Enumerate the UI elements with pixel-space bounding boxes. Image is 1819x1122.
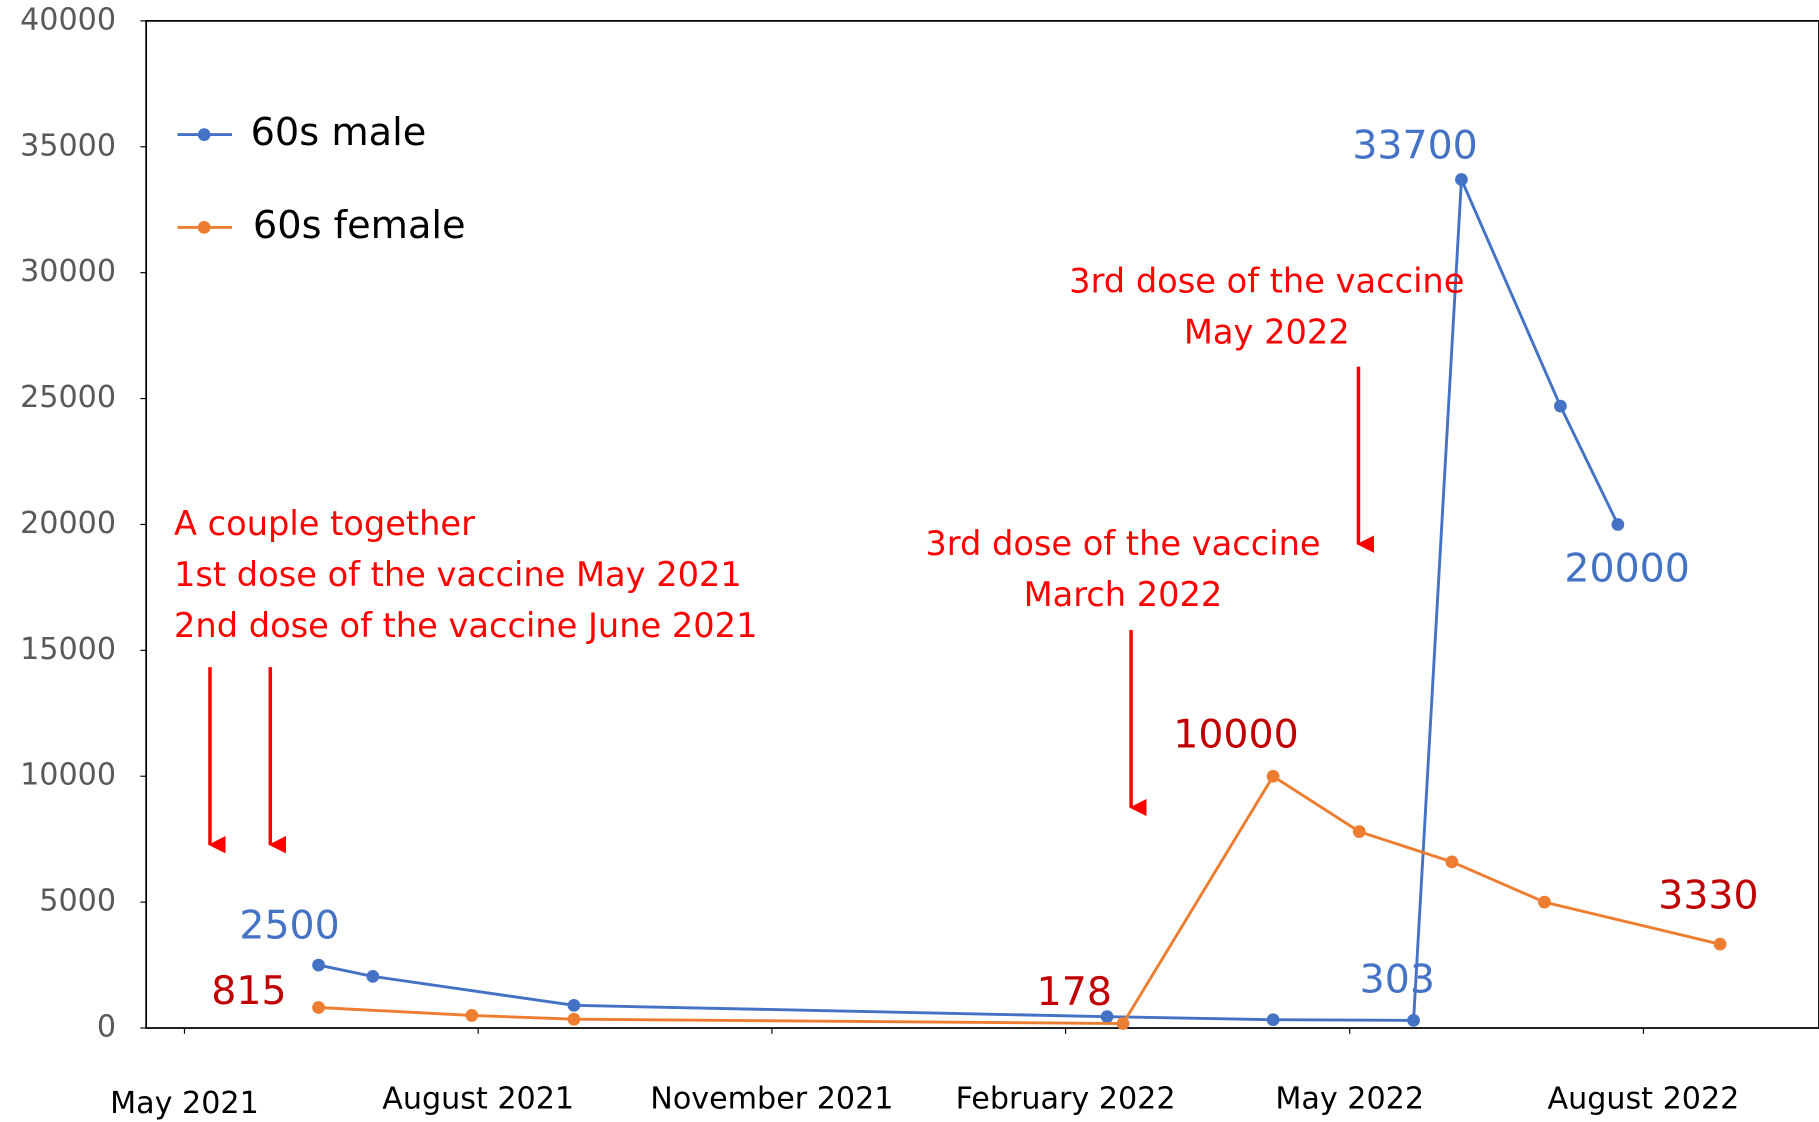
data-point [1352, 825, 1366, 839]
y-tick-label: 20000 [20, 506, 116, 541]
annotation: 2nd dose of the vaccine June 2021 [174, 606, 757, 645]
data-point [1266, 769, 1280, 783]
data-point [567, 1012, 581, 1026]
annotation: 3rd dose of the vaccine [1069, 262, 1464, 301]
annotation: A couple together [174, 504, 475, 543]
data-point [1445, 855, 1459, 869]
data-label: 3330 [1658, 872, 1758, 918]
x-tick-label: February 2022 [956, 1081, 1176, 1116]
data-point [1611, 518, 1625, 531]
data-label: 178 [1037, 969, 1112, 1015]
data-point [366, 970, 380, 983]
y-tick-label: 40000 [20, 2, 116, 37]
series-line [318, 774, 1721, 1025]
y-tick-label: 30000 [20, 254, 116, 289]
legend-marker [197, 221, 211, 234]
annotation: May 2022 [1184, 313, 1350, 352]
data-point [1538, 895, 1551, 909]
data-point [1455, 173, 1468, 186]
y-tick-label: 0 [97, 1010, 116, 1045]
x-tick-label: November 2021 [650, 1081, 893, 1116]
legend-label: 60s male [251, 110, 427, 155]
data-label: 10000 [1173, 711, 1298, 757]
x-tick-label: May 2022 [1275, 1081, 1424, 1116]
data-label: 303 [1360, 957, 1435, 1003]
data-point [1713, 937, 1727, 951]
legend-marker [197, 128, 211, 141]
data-point [1116, 1017, 1130, 1030]
data-point [312, 958, 325, 972]
y-tick-label: 15000 [20, 632, 116, 667]
data-label: 20000 [1564, 545, 1689, 591]
annotation: 1st dose of the vaccine May 2021 [174, 555, 742, 594]
y-tick-label: 10000 [20, 758, 116, 793]
annotation: 3rd dose of the vaccine [925, 524, 1320, 563]
legend-label: 60s female [253, 203, 466, 248]
data-point [1407, 1014, 1420, 1027]
data-point [1100, 1010, 1114, 1024]
series-line [318, 178, 1620, 1022]
data-point [312, 1001, 325, 1014]
annotation: March 2022 [1024, 575, 1223, 614]
data-label: 2500 [239, 902, 339, 948]
data-point [1554, 399, 1567, 413]
data-point [465, 1009, 479, 1022]
y-tick-label: 25000 [20, 380, 116, 415]
data-point [1266, 1013, 1280, 1027]
data-point [567, 998, 581, 1012]
x-tick-label: August 2022 [1547, 1081, 1739, 1116]
data-label: 815 [211, 968, 286, 1014]
annotation-arrows [208, 366, 1375, 854]
y-tick-label: 35000 [20, 128, 116, 163]
x-tick-label: August 2021 [382, 1081, 574, 1116]
y-tick-label: 5000 [39, 884, 116, 919]
x-tick-label: May 2021 [110, 1086, 259, 1121]
data-label: 33700 [1352, 123, 1477, 169]
